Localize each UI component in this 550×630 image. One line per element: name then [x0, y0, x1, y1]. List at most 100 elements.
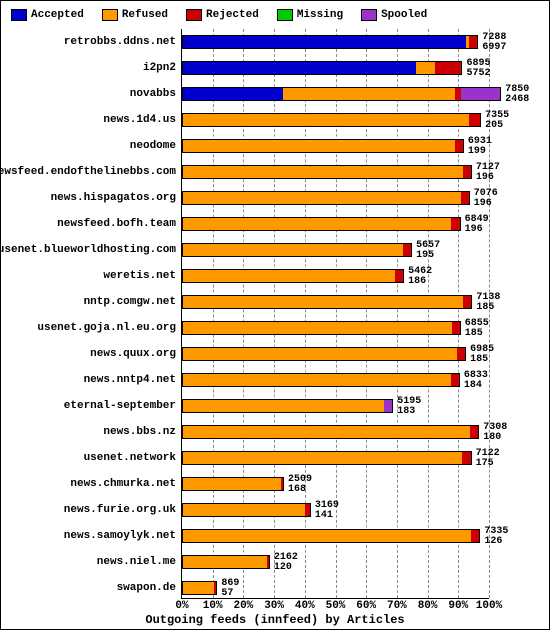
- y-label: usenet.blueworldhosting.com: [0, 243, 182, 257]
- x-tick-label: 10%: [203, 598, 223, 612]
- bar-segment: [469, 35, 478, 49]
- value-label-secondary: 199: [464, 147, 486, 157]
- bar-segment: [395, 269, 404, 283]
- y-label: i2pn2: [143, 61, 182, 75]
- bar-row: novabbs78502468: [182, 83, 489, 105]
- bar-segment: [469, 113, 481, 127]
- bar-segment: [461, 191, 470, 205]
- bar-segment: [182, 451, 462, 465]
- bar-row: swapon.de86957: [182, 577, 489, 599]
- bar-segment: [457, 347, 466, 361]
- bar-row: news.hispagatos.org7076196: [182, 187, 489, 209]
- bar-row: news.nntp4.net6833184: [182, 369, 489, 391]
- bar-row: news.bbs.nz7308180: [182, 421, 489, 443]
- bar-segment: [182, 503, 305, 517]
- legend-swatch: [186, 9, 202, 21]
- legend-swatch: [11, 9, 27, 21]
- x-tick-label: 70%: [387, 598, 407, 612]
- plot-area: 0%10%20%30%40%50%60%70%80%90%100%retrobb…: [181, 29, 489, 599]
- x-tick-label: 0%: [175, 598, 188, 612]
- bar-row: nntp.comgw.net7138185: [182, 291, 489, 313]
- bar-row: usenet.goja.nl.eu.org6855185: [182, 317, 489, 339]
- legend-label: Refused: [122, 9, 168, 21]
- y-label: news.samoylyk.net: [64, 529, 182, 543]
- bar-segment: [461, 87, 501, 101]
- value-label-secondary: 196: [461, 225, 483, 235]
- bar: [182, 451, 472, 465]
- bar: [182, 321, 461, 335]
- bar-row: news.samoylyk.net7335126: [182, 525, 489, 547]
- value-label-secondary: 184: [460, 381, 482, 391]
- legend-swatch: [277, 9, 293, 21]
- y-label: newsfeed.bofh.team: [57, 217, 182, 231]
- y-label: news.chmurka.net: [70, 477, 182, 491]
- bar-segment: [463, 165, 472, 179]
- x-tick-label: 60%: [356, 598, 376, 612]
- y-label: novabbs: [130, 87, 182, 101]
- value-label-secondary: 205: [481, 121, 503, 131]
- bar: [182, 243, 412, 257]
- value-label-secondary: 175: [472, 459, 494, 469]
- bar-row: weretis.net5462186: [182, 265, 489, 287]
- y-label: usenet.goja.nl.eu.org: [37, 321, 182, 335]
- y-label: news.1d4.us: [103, 113, 182, 127]
- bar-segment: [182, 373, 451, 387]
- legend-item: Rejected: [186, 9, 259, 21]
- bar: [182, 35, 478, 49]
- y-label: news.furie.org.uk: [64, 503, 182, 517]
- legend-label: Spooled: [381, 9, 427, 21]
- bar-segment: [463, 295, 472, 309]
- bar-segment: [182, 87, 283, 101]
- legend-item: Accepted: [11, 9, 84, 21]
- bar: [182, 373, 460, 387]
- x-tick-label: 100%: [476, 598, 502, 612]
- y-label: swapon.de: [117, 581, 182, 595]
- y-label: news.quux.org: [90, 347, 182, 361]
- bar: [182, 217, 461, 231]
- bar-segment: [182, 243, 403, 257]
- bar-row: news.chmurka.net2509168: [182, 473, 489, 495]
- y-label: eternal-september: [64, 399, 182, 413]
- bar-segment: [452, 321, 461, 335]
- legend-item: Missing: [277, 9, 343, 21]
- value-label-secondary: 120: [270, 563, 292, 573]
- bar: [182, 477, 284, 491]
- bar-segment: [182, 295, 463, 309]
- bar-segment: [182, 555, 267, 569]
- bar-segment: [182, 139, 455, 153]
- bar-row: news.1d4.us7355205: [182, 109, 489, 131]
- bar-segment: [182, 113, 469, 127]
- bar-segment: [182, 61, 416, 75]
- bar: [182, 529, 480, 543]
- bar: [182, 347, 466, 361]
- bar-row: usenet.network7122175: [182, 447, 489, 469]
- legend-swatch: [102, 9, 118, 21]
- y-label: newsfeed.endofthelinebbs.com: [0, 165, 182, 179]
- x-tick-label: 90%: [448, 598, 468, 612]
- y-label: news.nntp4.net: [84, 373, 182, 387]
- bar-row: news.niel.me2162120: [182, 551, 489, 573]
- bar: [182, 165, 472, 179]
- value-label-secondary: 196: [470, 199, 492, 209]
- bar: [182, 191, 470, 205]
- value-label-secondary: 195: [412, 251, 434, 261]
- bar: [182, 269, 404, 283]
- legend-item: Refused: [102, 9, 168, 21]
- y-label: news.hispagatos.org: [51, 191, 182, 205]
- bar-segment: [182, 165, 463, 179]
- bar-segment: [182, 425, 470, 439]
- bar-row: newsfeed.endofthelinebbs.com7127196: [182, 161, 489, 183]
- bar-segment: [455, 139, 464, 153]
- value-label-secondary: 183: [393, 407, 415, 417]
- y-label: weretis.net: [103, 269, 182, 283]
- bar-segment: [182, 269, 395, 283]
- value-label-secondary: 196: [472, 173, 494, 183]
- y-label: usenet.network: [84, 451, 182, 465]
- bar-segment: [182, 217, 451, 231]
- bar: [182, 555, 270, 569]
- bar-row: eternal-september5195183: [182, 395, 489, 417]
- value-label-secondary: 126: [480, 537, 502, 547]
- y-label: retrobbs.ddns.net: [64, 35, 182, 49]
- bar-segment: [182, 477, 281, 491]
- bar-segment: [283, 87, 455, 101]
